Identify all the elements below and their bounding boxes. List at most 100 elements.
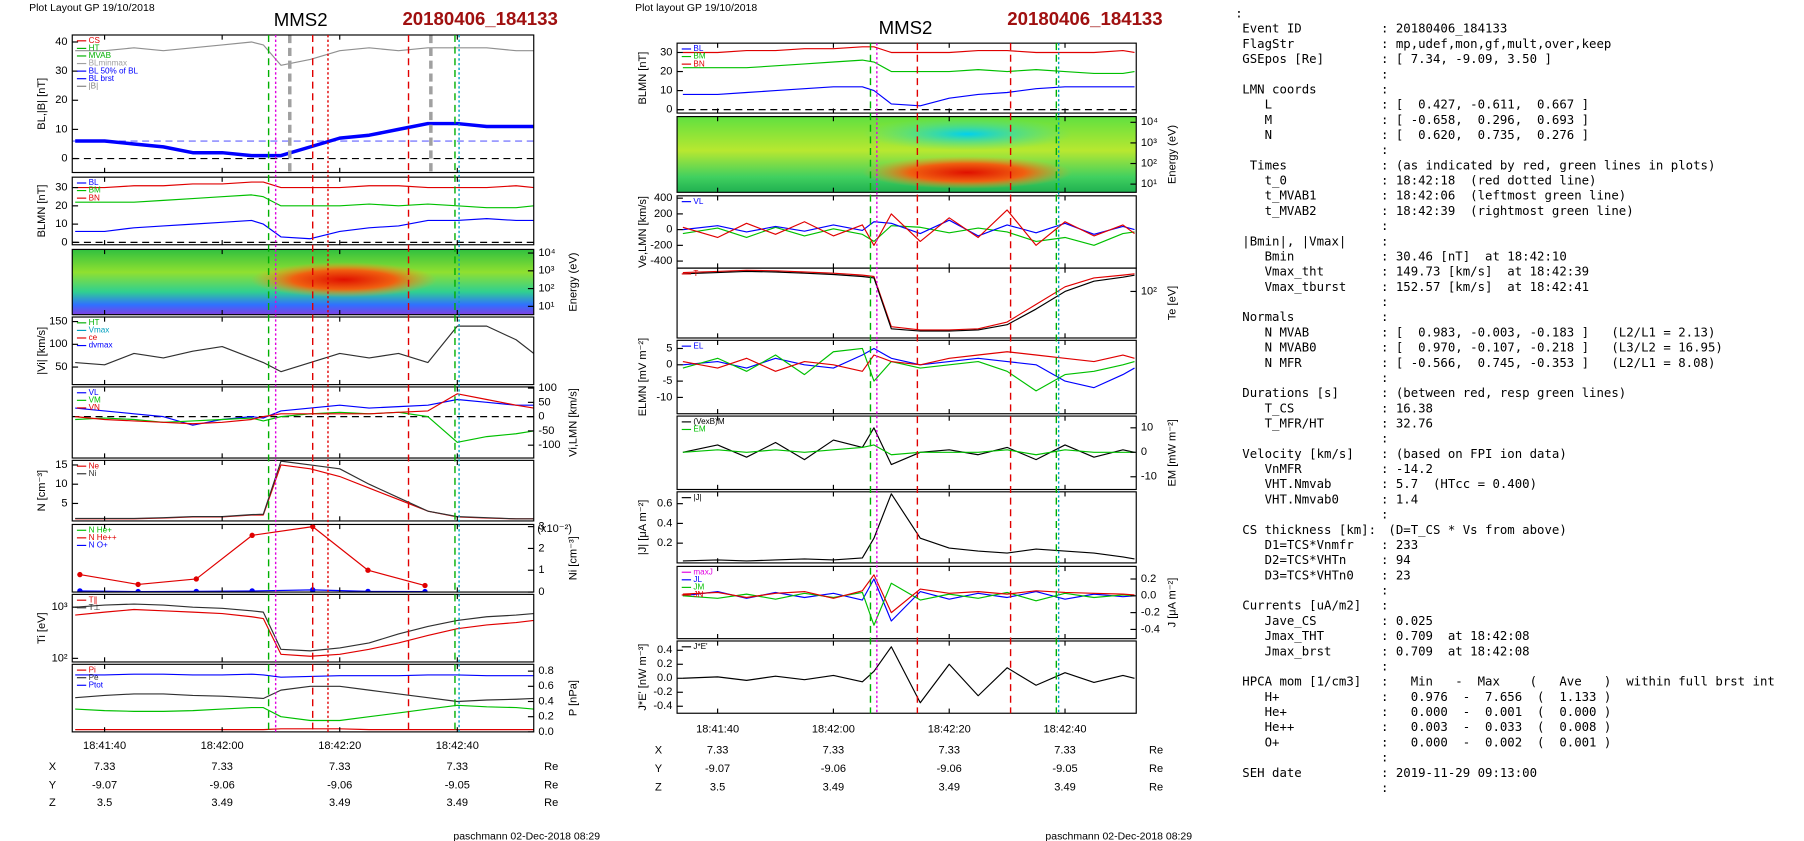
legend-label: HT — [89, 318, 100, 327]
trace — [682, 351, 1135, 372]
info-value: : — [1381, 234, 1388, 248]
info-key: T_MFR/HT — [1242, 417, 1324, 431]
legend-label: EM — [693, 425, 705, 434]
info-value: : — [1381, 599, 1388, 613]
y-tick-label: 10³ — [1141, 137, 1157, 149]
panel-frame — [676, 565, 1137, 640]
ephemeris-value: 7.33 — [823, 744, 845, 756]
trace — [75, 608, 534, 657]
info-value: : — [1381, 584, 1388, 598]
info-value: : — [1381, 67, 1388, 81]
y-axis-label: Ve,LMN [km/s] — [637, 196, 649, 268]
data-point — [365, 567, 371, 573]
ephemeris-value: 7.33 — [447, 761, 469, 773]
y-tick-label: 30 — [55, 182, 67, 194]
info-key: D1=TCS*Vnmfr — [1242, 538, 1353, 552]
legend-label: BL — [89, 178, 99, 187]
legend-label: N O+ — [89, 541, 108, 550]
info-value: : (as indicated by red, green lines in p… — [1381, 158, 1715, 172]
y-tick-label: 10² — [52, 652, 68, 664]
y-axis-label: ELMN [mV m⁻²] — [637, 338, 649, 416]
panel-frame — [71, 34, 535, 174]
legend-label: JL — [693, 575, 702, 584]
y-tick-label: 10 — [55, 478, 67, 490]
panel: 0.4 0.2 0.0 -0.2 -0.4 J*E' [nW m⁻³] J*E' — [637, 640, 1137, 714]
y-tick-label: 10³ — [52, 601, 68, 613]
y-tick-label: -10 — [656, 391, 672, 403]
info-value: : 5.7 (HTcc = 0.400) — [1381, 477, 1537, 491]
trace — [75, 41, 534, 66]
y-tick-label: 0 — [666, 359, 672, 371]
y-tick-label: 10⁴ — [538, 247, 555, 259]
info-key: Event ID — [1242, 22, 1301, 36]
ephemeris-value: 3.49 — [938, 782, 960, 794]
ephemeris-value: -9.06 — [937, 763, 962, 775]
trace — [75, 704, 534, 722]
data-point — [422, 582, 428, 589]
info-value: : 23 — [1381, 568, 1411, 582]
plot-area — [72, 34, 534, 173]
trace — [682, 86, 1135, 107]
y-tick-label: 0 — [538, 586, 544, 598]
info-key: N MVAB0 — [1242, 341, 1316, 355]
info-key: SEH date — [1242, 766, 1301, 780]
info-value: : [ -0.566, 0.745, -0.353 ] (L2/L1 = 8.0… — [1381, 356, 1715, 370]
legend-label: VL — [693, 197, 703, 206]
info-key: Vmax_tht — [1242, 265, 1324, 279]
axis-note: (x10⁻²) — [537, 523, 572, 535]
y-tick-label: 0.6 — [538, 680, 553, 692]
plot-area — [682, 493, 1135, 562]
info-value: : — [1381, 508, 1388, 522]
trace — [75, 325, 534, 373]
ephemeris-label: Z — [49, 797, 56, 809]
data-point — [422, 588, 428, 593]
x-tick-label: 18:42:20 — [318, 740, 361, 752]
y-tick-label: 50 — [538, 396, 550, 408]
info-value: : 0.003 - 0.033 ( 0.008 ) — [1381, 720, 1611, 734]
info-value: : -14.2 — [1381, 462, 1433, 476]
trace — [75, 393, 534, 425]
legend-label: Ne — [89, 461, 100, 470]
plot-area — [72, 393, 534, 443]
data-point — [193, 576, 199, 582]
info-value: : [ 0.620, 0.735, 0.276 ] — [1381, 128, 1589, 142]
y-tick-label: 0.4 — [657, 517, 672, 529]
legend-label: dvmax — [89, 341, 113, 350]
y-tick-label: -50 — [538, 425, 554, 437]
y-tick-label: 5 — [61, 497, 67, 509]
info-value: : 0.000 - 0.001 ( 0.000 ) — [1381, 705, 1611, 719]
y-tick-label: 0.2 — [1141, 573, 1156, 585]
panel-frame — [676, 640, 1137, 714]
data-point — [135, 581, 141, 588]
info-value: : 152.57 [km/s] at 18:42:41 — [1381, 280, 1589, 294]
trace — [682, 427, 1135, 466]
panel: 10 0 -10 EM [mW m⁻²] (VexB)MEM — [676, 415, 1178, 491]
ephemeris-value: -9.07 — [92, 779, 117, 791]
info-value: : 94 — [1381, 553, 1411, 567]
trace — [682, 646, 1135, 704]
ephemeris-value: 3.5 — [710, 782, 725, 794]
plot-area — [77, 524, 428, 593]
info-value: (D=T_CS * Vs from above) — [1381, 523, 1567, 537]
ephemeris-value: -9.07 — [705, 763, 730, 775]
info-key: M — [1242, 113, 1272, 127]
info-value: : 2019-11-29 09:13:00 — [1381, 766, 1537, 780]
ephemeris-value: 7.33 — [211, 761, 233, 773]
ephemeris-value: 3.5 — [97, 797, 112, 809]
ephemeris-value: 3.49 — [823, 782, 845, 794]
info-value: : [ -0.658, 0.296, 0.693 ] — [1381, 113, 1589, 127]
info-key: Jave_CS — [1242, 614, 1316, 628]
footer: paschmann 02-Dec-2018 08:29 — [1045, 832, 1192, 841]
info-key: : — [1235, 7, 1242, 21]
panel-frame — [676, 491, 1137, 564]
plot-area — [682, 209, 1135, 246]
y-tick-label: 0 — [666, 224, 672, 236]
y-tick-label: 20 — [55, 94, 67, 106]
y-axis-label: EM [mW m⁻²] — [1166, 419, 1178, 486]
ephemeris-value: -9.05 — [1052, 763, 1077, 775]
trace — [75, 464, 534, 520]
y-tick-label: 50 — [55, 361, 67, 373]
legend-label: Ptot — [89, 680, 104, 689]
